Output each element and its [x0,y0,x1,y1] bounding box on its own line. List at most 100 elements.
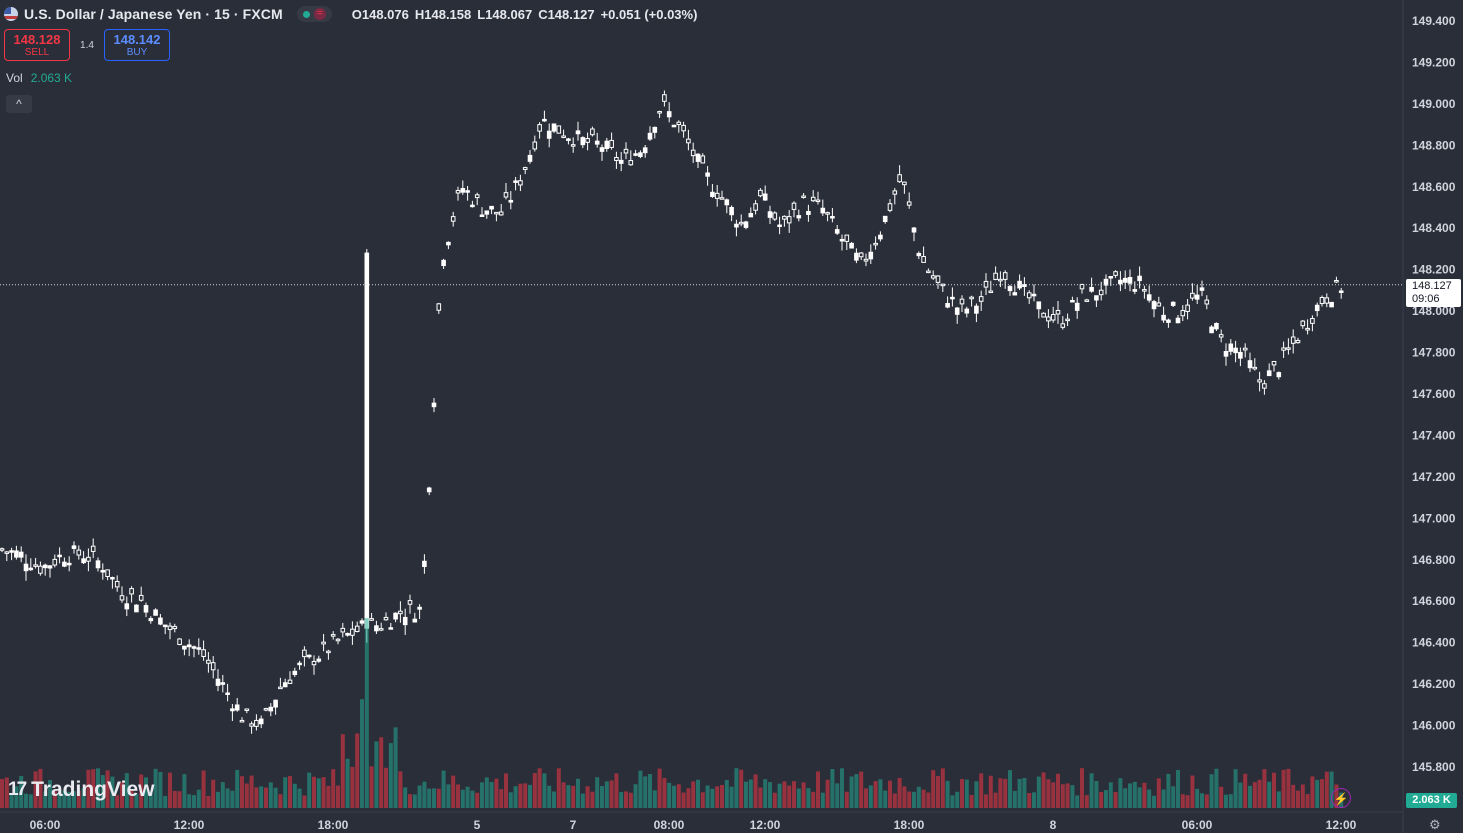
candle-body [810,196,816,202]
volume-bar [1238,782,1243,808]
equal-sign-icon: = [313,8,326,20]
volume-legend[interactable]: Vol 2.063 K [6,71,72,85]
volume-bar [96,768,100,808]
candle-body [62,561,67,567]
volume-bar [571,785,576,808]
candle-body [998,278,1003,282]
candle-body [743,221,749,228]
volume-bar [691,781,696,808]
x-tick-label: 5 [474,818,481,832]
candle-body [1166,319,1171,323]
candle-body [566,138,571,141]
volume-bar [374,741,379,808]
volume-bar [792,781,796,808]
volume-bar [1017,778,1022,808]
candle-body [1012,292,1018,296]
candle-body [614,157,619,161]
candle-body [33,564,38,567]
candle-body [686,138,691,144]
candle-body [921,256,926,263]
volume-bar [57,794,62,808]
ohlc-values: O148.076 H148.158 L148.067 C148.127 +0.0… [352,7,698,22]
buy-button[interactable]: 148.142 BUY [104,29,170,61]
buy-price: 148.142 [113,32,161,47]
x-tick-label: 12:00 [1326,818,1357,832]
chevron-up-icon[interactable]: ^ [6,95,32,113]
volume-bar [38,768,43,808]
change-value: +0.051 (+0.03%) [600,6,698,22]
volume-bar [364,618,369,808]
candle-body [585,138,590,143]
candle-body [143,605,149,613]
candle-body [710,191,715,197]
volume-bar [206,795,211,808]
candle-body [1122,277,1128,283]
volume-bar [72,791,76,808]
volume-bar [528,784,532,808]
candle-body [350,628,355,636]
candle-body [378,628,384,631]
candle-body [326,650,331,654]
volume-bar [249,775,254,808]
volume-bar [1200,793,1204,808]
candle-body [676,121,682,126]
volume-bar [844,791,849,808]
volume-bar [537,768,542,808]
candle-body [666,111,672,118]
volume-bar [67,791,72,808]
candle-body [546,130,552,139]
candle-body [594,140,600,145]
candle-body [278,686,283,690]
volume-bar [585,786,590,808]
candle-body [868,251,874,260]
lightning-icon[interactable]: ⚡ [1331,788,1351,808]
candle-body [518,180,523,186]
candle-body [206,659,211,664]
candle-body [954,307,960,315]
volume-bar [134,793,139,808]
volume-bar [1156,778,1161,808]
volume-bar [628,792,633,808]
sell-button[interactable]: 148.128 SELL [4,29,70,61]
volume-bar [681,792,686,808]
volume-bar [926,792,931,808]
candle-body [863,258,869,262]
candle-body [1257,379,1262,383]
candle-body [1137,275,1142,282]
candle-body [95,560,101,569]
volume-bar [696,779,700,808]
volume-bar [676,784,681,808]
volume-bar [1113,791,1118,808]
volume-bar [499,789,504,808]
y-tick-label: 149.400 [1412,14,1456,28]
volume-bar [1060,784,1065,808]
candle-body [345,632,350,636]
volume-bar [964,779,969,808]
candle-body [153,609,158,616]
volume-bar [1228,794,1233,808]
volume-bar [480,782,484,808]
volume-bar [105,770,110,808]
candle-body [1151,301,1157,310]
candle-body [302,649,307,658]
sell-label: SELL [24,47,50,58]
volume-bar [1176,770,1180,808]
volume-bar [849,776,854,808]
candle-body [1286,347,1291,350]
volume-bar [360,699,364,808]
candle-body [638,152,643,157]
candle-body [52,558,58,566]
candle-body [311,660,317,666]
candle-body [1146,294,1152,301]
settings-gear-icon[interactable]: ⚙ [1429,817,1441,832]
candle-body [465,190,470,193]
market-status-pill[interactable]: = [296,6,332,22]
volume-bar [604,781,609,808]
low-value: L148.067 [477,6,533,22]
volume-bar [1296,790,1300,808]
volume-bar [1152,795,1156,808]
x-tick-label: 7 [570,818,577,832]
volume-bar [734,768,739,808]
symbol-title[interactable]: U.S. Dollar / Japanese Yen · 15 · FXCM [24,6,283,22]
